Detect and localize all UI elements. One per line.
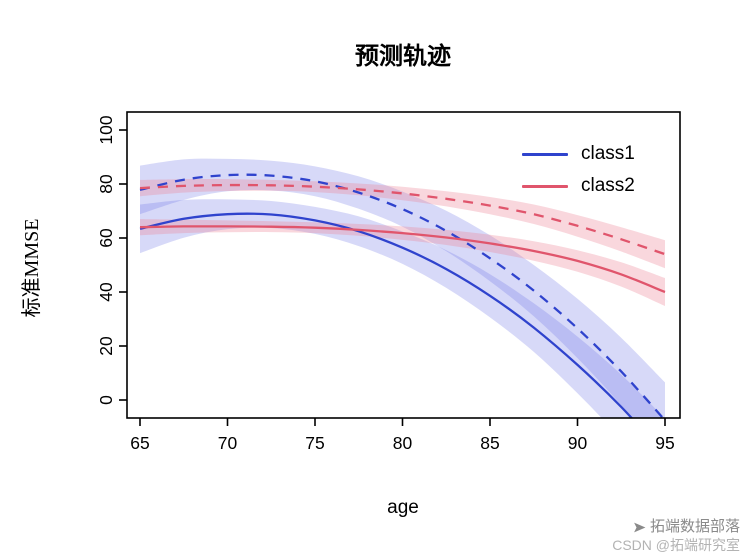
x-tick-label: 75 [305,433,324,453]
x-tick-label: 80 [393,433,413,453]
watermark-text: 拓端数据部落 [649,517,740,535]
y-tick-label: 0 [96,395,116,405]
plot-layers: 65 70 75 80 85 90 95 0 20 40 60 80 100 [96,111,681,453]
watermark-subtext: CSDN @拓端研究室 [612,536,740,553]
chart-title: 预测轨迹 [355,42,451,70]
y-tick-label: 80 [96,174,116,194]
legend-label-class2: class2 [581,175,635,196]
x-tick-label: 90 [568,433,588,453]
y-tick-label: 20 [96,336,116,356]
class2-solid-line [139,225,666,294]
watermark: 拓端数据部落 CSDN @拓端研究室 [612,518,740,554]
y-tick-label: 40 [96,282,116,302]
class2-dashed-band [140,179,665,269]
class1-solid-line [139,212,634,418]
y-tick-label: 100 [96,115,116,144]
x-tick-label: 95 [655,433,674,453]
x-axis-label: age [387,497,419,518]
legend-item-class2: class2 [522,170,635,202]
x-tick-label: 85 [480,433,499,453]
y-axis-label: 标准MMSE [20,219,43,318]
watermark-logo-icon [633,521,646,534]
x-tick-label: 70 [218,433,238,453]
y-tick-label: 60 [96,228,116,248]
x-tick-label: 65 [130,433,149,453]
class2-solid-band [140,219,665,306]
class2-dashed-line [139,183,666,256]
watermark-line1: 拓端数据部落 [612,518,740,537]
legend-item-class1: class1 [522,138,635,170]
legend-label-class1: class1 [581,143,635,164]
plot-box [126,111,681,419]
legend: class1 class2 [522,138,635,202]
class1-line-swatch [522,152,568,156]
class2-line-swatch [522,184,568,188]
class1-dashed-band [140,158,665,418]
